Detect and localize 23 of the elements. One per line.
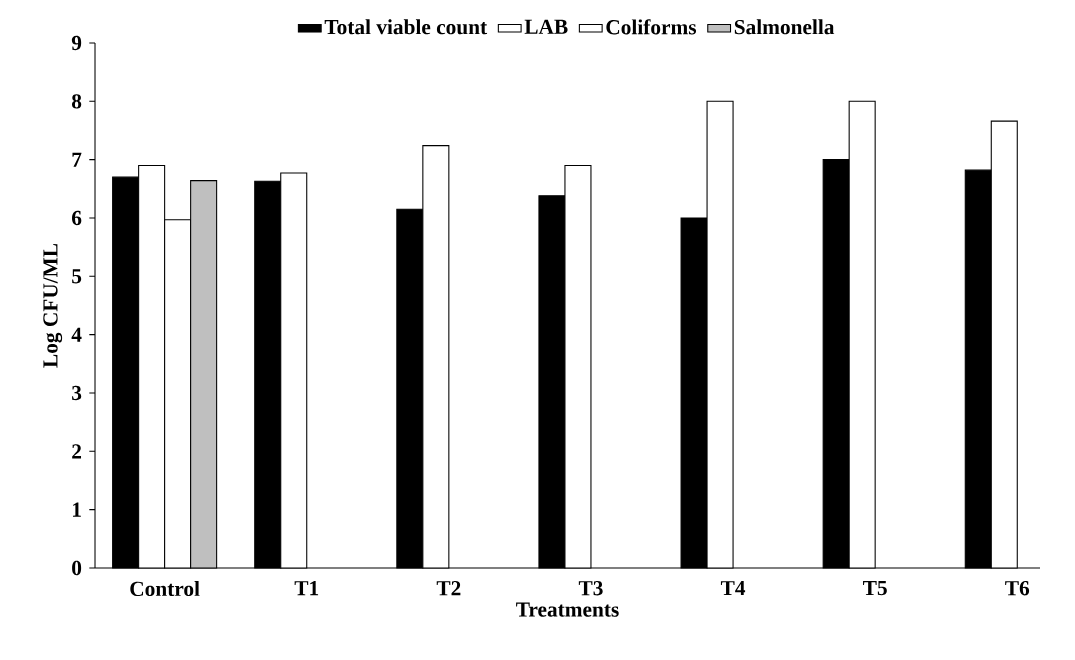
y-tick-label: 1 [72,502,81,517]
x-tick-label: T4 [720,581,746,596]
legend-label: LAB [524,19,568,34]
y-axis-title: Log CFU/ML [43,243,63,368]
y-tick-label: 8 [71,94,82,109]
x-tick-label: T2 [436,581,461,596]
y-tick-label: 2 [72,444,82,459]
legend-label: Coliforms [606,19,697,35]
x-tick-label: Control [130,581,200,597]
x-tick-label: T3 [578,581,603,596]
legend-label: Total viable count [324,19,488,35]
y-tick-label: 5 [72,269,82,284]
x-tick-label: T6 [1005,581,1030,596]
y-tick-label: 3 [72,385,82,401]
y-tick-label: 4 [71,327,82,342]
y-tick-label: 6 [72,210,82,226]
y-tick-label: 0 [72,560,82,576]
y-tick-label: 7 [72,152,82,167]
x-tick-label: T1 [294,581,319,596]
y-tick-label: 9 [71,35,82,51]
x-tick-label: T5 [863,581,887,596]
legend-label: Salmonella [734,19,835,35]
x-axis-title: Treatments [516,602,619,617]
